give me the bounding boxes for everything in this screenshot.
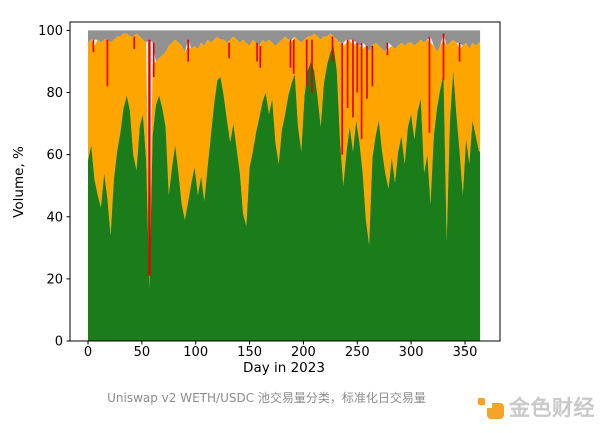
x-tick-label: 350 xyxy=(453,345,478,360)
golden-finance-logo: 金色财经 xyxy=(478,395,595,421)
y-tick-label: 60 xyxy=(46,148,63,163)
y-tick-label: 40 xyxy=(46,210,63,225)
logo-text: 金色财经 xyxy=(509,396,595,420)
x-tick-label: 300 xyxy=(399,345,424,360)
x-tick-label: 0 xyxy=(84,345,92,360)
chart-caption: Uniswap v2 WETH/USDC 池交易量分类，标准化日交易量 xyxy=(107,391,426,405)
y-tick-label: 80 xyxy=(46,86,63,101)
logo-icon-small-square xyxy=(478,398,485,405)
x-tick-label: 100 xyxy=(183,345,208,360)
x-axis-label: Day in 2023 xyxy=(243,360,325,376)
x-tick-label: 250 xyxy=(345,345,370,360)
plot-frame xyxy=(69,21,501,342)
x-tick-label: 50 xyxy=(134,345,151,360)
logo-icon-notch xyxy=(487,403,492,408)
golden-finance-icon xyxy=(478,395,504,421)
y-tick-label: 0 xyxy=(55,335,63,350)
x-tick-label: 200 xyxy=(291,345,316,360)
y-tick-label: 20 xyxy=(46,272,63,287)
y-tick-label: 100 xyxy=(38,24,63,39)
x-tick-label: 150 xyxy=(237,345,262,360)
y-axis-label: Volume, % xyxy=(11,146,27,218)
green-area xyxy=(88,45,481,342)
gray-area xyxy=(88,30,481,62)
orange-area xyxy=(88,33,481,289)
